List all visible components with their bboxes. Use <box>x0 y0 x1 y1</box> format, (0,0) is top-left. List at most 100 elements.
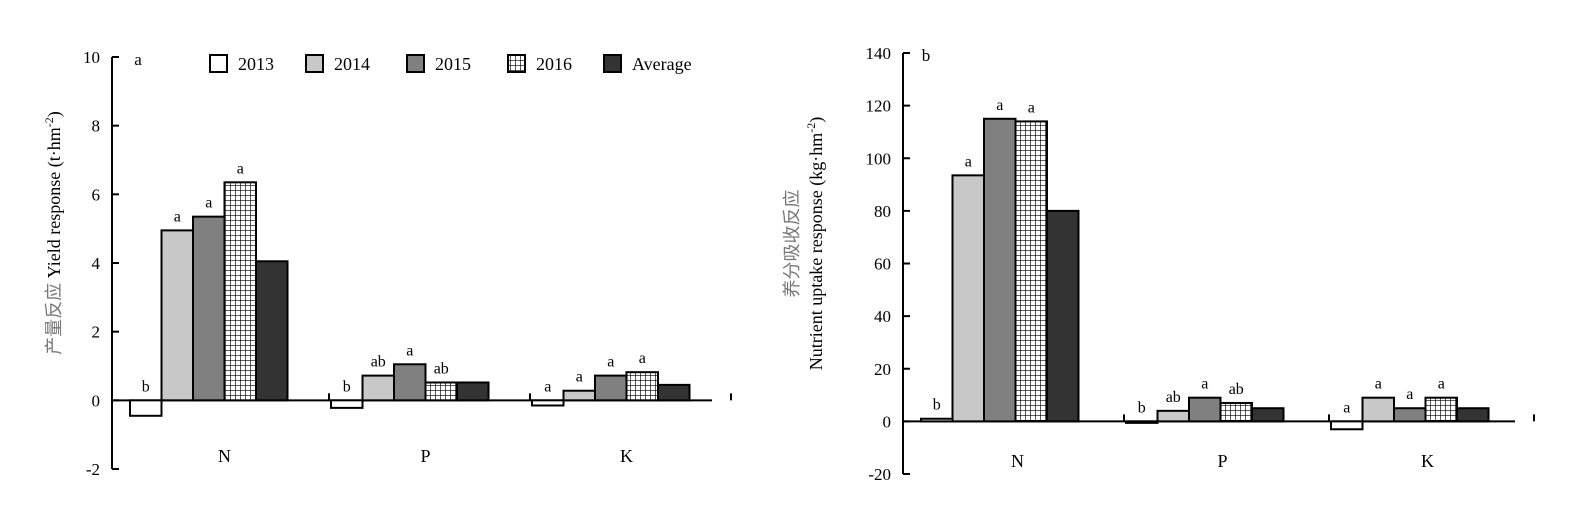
panel-a-sig-label-P-2015: a <box>406 342 413 359</box>
panel-b-category-label: N <box>1011 451 1024 471</box>
panel-a-y-axis-title-sup: -2 <box>42 117 56 127</box>
panel-a-sig-label-K-2013: a <box>544 378 551 395</box>
panel-b-bar-N-2013 <box>920 417 954 423</box>
panel-b-bar-K-2015 <box>1393 407 1427 423</box>
panel-b-category-label: P <box>1217 451 1227 471</box>
panel-a-sig-label-K-2016: a <box>639 350 646 367</box>
panel-a-y-tick-label: 6 <box>92 185 101 204</box>
panel-b-sig-label-K-2015: a <box>1406 386 1413 403</box>
panel-b-sig-label-K-2013: a <box>1343 399 1350 416</box>
panel-a-bar-N-2016 <box>223 181 257 402</box>
legend-label-Average: Average <box>632 54 692 74</box>
panel-a-bar-P-2013 <box>330 399 364 409</box>
panel-b-y-tick-label: 60 <box>874 255 891 274</box>
panel-b-sig-label-P-2013: b <box>1138 399 1146 416</box>
panel-a-bar-K-2016 <box>625 371 659 402</box>
panel-b-y-tick-label: 100 <box>866 149 892 168</box>
panel-b-bar-K-2013 <box>1330 420 1364 431</box>
panel-a-sig-label-N-2016: a <box>237 160 244 177</box>
panel-b-panel-label: b <box>922 46 931 65</box>
legend-label-2015: 2015 <box>435 54 471 74</box>
panel-b-bar-K-Average <box>1456 407 1490 423</box>
panel-a-sig-label-K-2015: a <box>607 354 614 371</box>
legend-swatch-2015 <box>406 54 425 73</box>
panel-a-bar-P-2016 <box>424 381 458 402</box>
panel-b-bar-N-2014 <box>951 174 985 423</box>
panel-b-bar-P-2014 <box>1156 409 1190 423</box>
panel-a-bar-N-2015 <box>192 215 226 402</box>
panel-b-sig-label-P-2015: a <box>1201 376 1208 393</box>
panel-b-sig-label-N-2016: a <box>1028 99 1035 116</box>
panel-a-y-axis-title-cn: 产量反应 <box>44 278 64 355</box>
panel-a-bar-N-2014 <box>160 229 194 402</box>
panel-b-y-tick-label: 80 <box>874 202 891 221</box>
legend-label-2014: 2014 <box>334 54 370 74</box>
panel-a-y-tick-label: -2 <box>86 460 100 479</box>
panel-a-sig-label-N-2013: b <box>142 378 150 395</box>
panel-a-bar-P-2015 <box>393 363 427 402</box>
panel-b-y-tick-label: 140 <box>866 44 892 63</box>
panel-a-panel-label: a <box>134 50 142 69</box>
panel-b-sig-label-N-2015: a <box>996 97 1003 114</box>
panel-b-y-axis-title-cn: 养分吸收反应 <box>782 190 802 298</box>
panel-a-y-tick-label: 2 <box>92 323 101 342</box>
legend-swatch-Average <box>603 54 622 73</box>
panel-b-y-tick-label: 40 <box>874 307 891 326</box>
panel-b-bar-N-2015 <box>983 117 1017 423</box>
panel-a-sig-label-P-2016: ab <box>434 360 449 377</box>
panel-a-y-tick-label: 0 <box>92 391 101 410</box>
panel-a-y-axis-title-close: ) <box>44 111 65 117</box>
panel-b-bar-P-2015 <box>1188 396 1222 423</box>
panel-a-sig-label-P-2014: ab <box>371 354 386 371</box>
panel-b-y-axis-title-close: ) <box>806 117 827 123</box>
panel-b-y-tick-label: -20 <box>868 465 891 484</box>
panel-a-sig-label-N-2014: a <box>174 208 181 225</box>
panel-a-bar-P-Average <box>456 381 490 402</box>
panel-b-y-axis-title-en: Nutrient uptake response (kg·hm <box>806 133 827 370</box>
legend-label-2016: 2016 <box>536 54 572 74</box>
panel-b-sig-label-P-2016: ab <box>1229 381 1244 398</box>
panel-b-sig-label-K-2016: a <box>1438 376 1445 393</box>
panel-a-bar-P-2014 <box>361 374 395 402</box>
panel-a-bar-K-Average <box>657 383 691 402</box>
panel-a-sig-label-P-2013: b <box>343 378 351 395</box>
panel-b-bar-P-Average <box>1251 407 1285 423</box>
panel-b-bar-N-2016 <box>1014 120 1048 423</box>
panel-a-bar-K-2015 <box>594 374 628 402</box>
legend-swatch-2013 <box>209 54 228 73</box>
panel-b-bar-K-2016 <box>1424 396 1458 423</box>
panel-b-y-axis-title-sup: -2 <box>804 123 818 133</box>
panel-b-category-label: K <box>1421 451 1434 471</box>
panel-b-bar-K-2014 <box>1361 396 1395 423</box>
panel-a-category-label: N <box>218 446 231 466</box>
legend-swatch-2014 <box>305 54 324 73</box>
panel-a-sig-label-N-2015: a <box>205 195 212 212</box>
panel-a-y-axis-title-en: Yield response (t·hm <box>44 127 65 278</box>
panel-a-y-axis-title: 产量反应 Yield response (t·hm-2) <box>42 111 65 354</box>
panel-b-y-tick-label: 120 <box>866 97 892 116</box>
panel-a-y-tick-label: 8 <box>92 117 101 136</box>
panel-a-bar-K-2014 <box>562 389 596 402</box>
panel-b-y-tick-label: 0 <box>883 412 892 431</box>
panel-b-bar-N-Average <box>1046 209 1080 423</box>
panel-b-sig-label-K-2014: a <box>1375 376 1382 393</box>
panel-b-y-tick-label: 20 <box>874 360 891 379</box>
panel-a-y-tick-label: 4 <box>92 254 101 273</box>
panel-b-sig-label-N-2013: b <box>933 397 941 414</box>
panel-a-category-label: K <box>620 446 633 466</box>
panel-b-bar-P-2016 <box>1219 401 1253 423</box>
panel-b-bar-P-2013 <box>1125 420 1159 424</box>
legend-label-2013: 2013 <box>238 54 274 74</box>
panel-a-sig-label-K-2014: a <box>576 369 583 386</box>
panel-b-sig-label-P-2014: ab <box>1166 389 1181 406</box>
panel-a-category-label: P <box>420 446 430 466</box>
panel-b-y-axis-title: 养分吸收反应 Nutrient uptake response (kg·hm-2) <box>782 117 827 370</box>
panel-a-bar-N-Average <box>255 260 289 402</box>
panel-b-sig-label-N-2014: a <box>965 153 972 170</box>
panel-a-y-tick-label: 10 <box>83 48 100 67</box>
panel-a-bar-K-2013 <box>531 399 565 407</box>
panel-a-bar-N-2013 <box>129 399 163 417</box>
legend-swatch-2016 <box>507 54 526 73</box>
